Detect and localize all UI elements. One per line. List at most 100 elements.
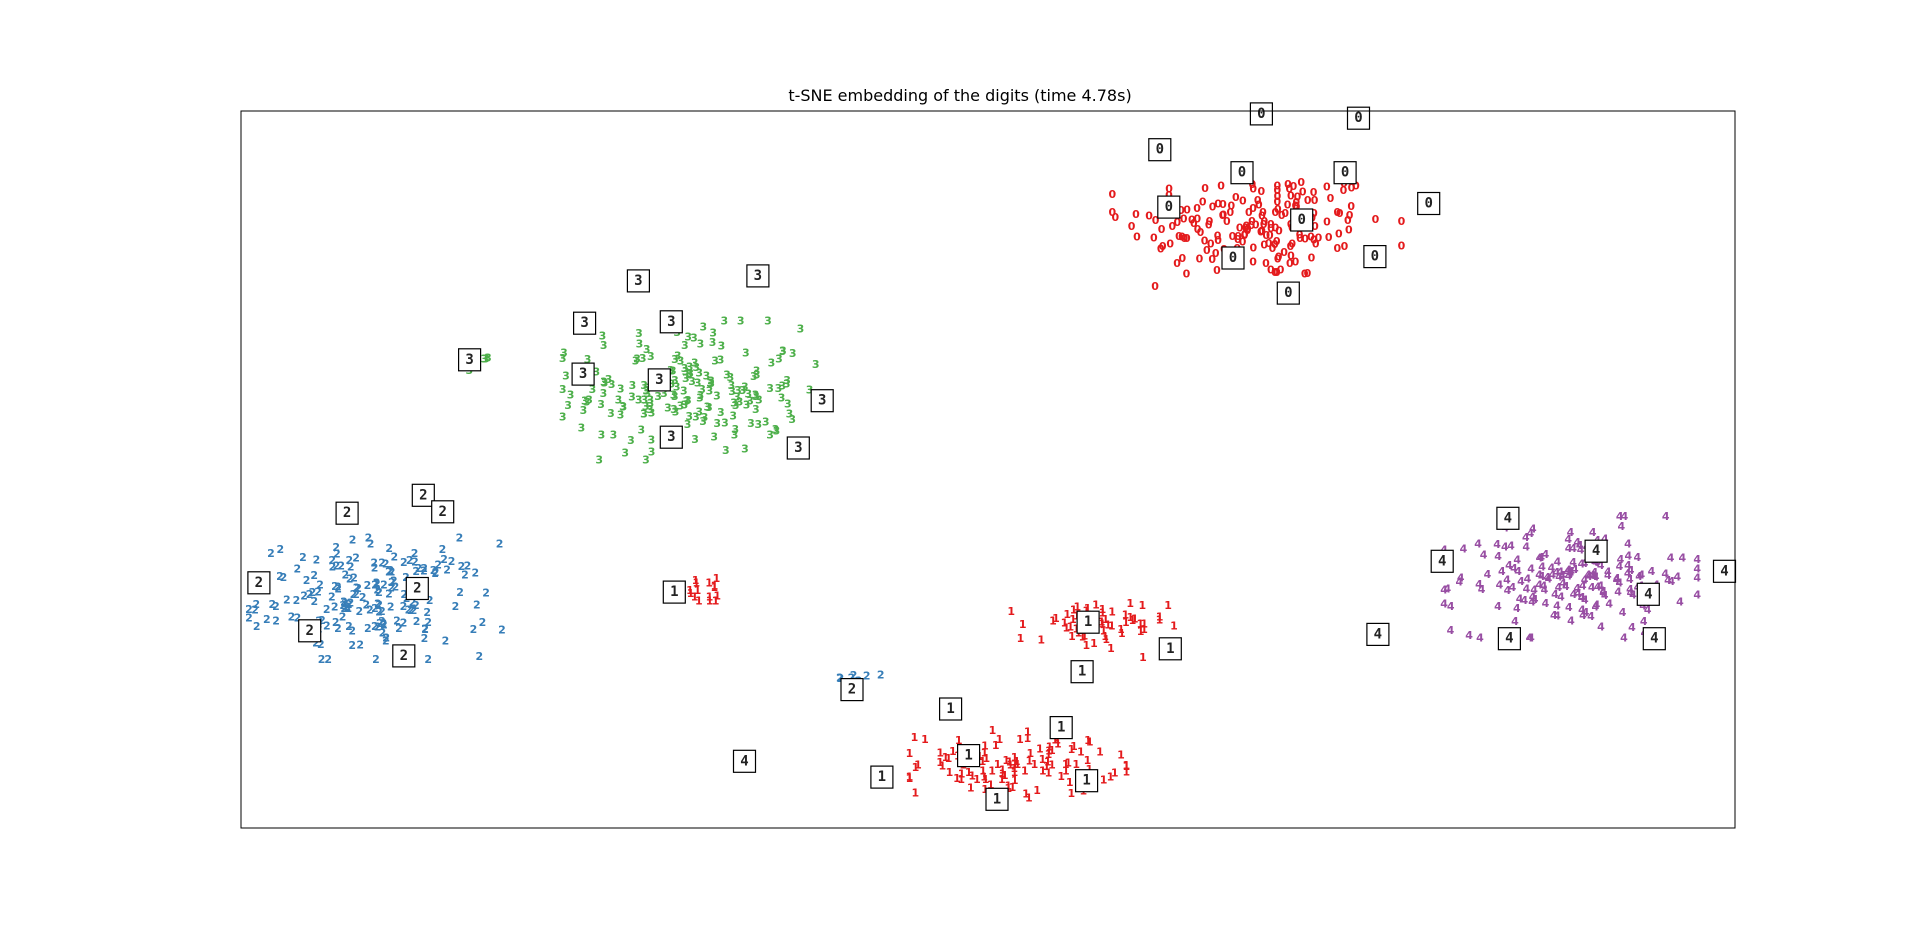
digit-point-2: 2 [387,600,395,613]
digit-point-0: 0 [1183,204,1191,217]
digit-point-1: 1 [1099,603,1107,616]
digit-point-1: 1 [958,767,966,780]
digit-point-3: 3 [648,433,656,446]
thumbnail-frame [732,749,757,773]
digit-point-0: 0 [1217,179,1225,192]
digit-point-0: 0 [1333,242,1341,255]
digit-point-2: 2 [347,597,355,610]
digit-point-2: 2 [432,566,440,579]
digit-point-2: 2 [440,553,448,566]
digit-point-0: 0 [1292,256,1300,269]
digit-point-4: 4 [1556,566,1564,579]
digit-point-4: 4 [1584,568,1592,581]
digit-point-2: 2 [341,569,349,582]
digit-point-2: 2 [263,613,271,626]
digit-point-0: 0 [1245,206,1253,219]
digit-point-0: 0 [1294,190,1302,203]
digit-point-4: 4 [1511,615,1519,628]
digit-point-0: 0 [1180,213,1188,226]
digit-point-0: 0 [1214,234,1222,247]
digit-point-1: 1 [1156,614,1164,627]
digit-point-1: 1 [1026,747,1034,760]
digit-point-0: 0 [1335,227,1343,240]
digit-point-1: 1 [1006,756,1014,769]
digit-thumbnail-2: 2 [431,500,455,524]
thumbnail-digit-image: 2 [419,487,427,503]
digit-point-2: 2 [343,600,351,613]
digit-point-1: 1 [1014,758,1022,771]
digit-point-3: 3 [632,354,640,367]
digit-point-2: 2 [310,595,318,608]
digit-point-1: 1 [1051,734,1059,747]
digit-point-2: 2 [385,566,393,579]
digit-point-2: 2 [400,588,408,601]
digit-point-2: 2 [380,579,388,592]
digit-point-3: 3 [584,353,592,366]
digit-point-2: 2 [387,582,395,595]
digit-point-0: 0 [1242,222,1250,235]
digit-point-4: 4 [1578,557,1586,570]
digit-point-3: 3 [619,400,627,413]
digit-point-3: 3 [608,378,616,391]
digit-point-2: 2 [378,556,386,569]
digit-point-2: 2 [442,634,450,647]
digit-point-1: 1 [1045,748,1053,761]
digit-point-3: 3 [710,431,718,444]
digit-point-1: 1 [1048,758,1056,771]
digit-point-4: 4 [1578,591,1586,604]
digit-point-4: 4 [1639,600,1647,613]
digit-point-4: 4 [1527,527,1535,540]
digit-point-3: 3 [640,379,648,392]
digit-point-4: 4 [1588,581,1596,594]
digit-point-4: 4 [1527,631,1535,644]
digit-point-3: 3 [674,350,682,363]
digit-point-3: 3 [789,347,797,360]
thumbnail-frame [647,368,671,392]
digit-point-2: 2 [334,622,342,635]
digit-point-1: 1 [1017,632,1025,645]
digit-point-4: 4 [1640,615,1648,628]
digit-point-4: 4 [1599,586,1607,599]
digit-point-2: 2 [385,587,393,600]
digit-point-1: 1 [1070,740,1078,753]
digit-point-2: 2 [299,551,307,564]
digit-thumbnail-3: 3 [746,264,770,288]
digit-point-2: 2 [375,598,383,611]
digit-point-1: 1 [695,595,703,608]
digit-point-0: 0 [1206,215,1214,228]
digit-point-0: 0 [1274,203,1282,216]
digit-point-4: 4 [1562,580,1570,593]
digit-point-0: 0 [1285,183,1293,196]
digit-point-0: 0 [1311,220,1319,233]
digit-point-4: 4 [1542,548,1550,561]
digit-point-2: 2 [877,668,885,681]
digit-point-2: 2 [421,632,429,645]
digit-point-3: 3 [783,378,791,391]
digit-point-4: 4 [1460,543,1468,556]
digit-point-3: 3 [692,411,700,424]
digit-point-3: 3 [597,398,605,411]
digit-point-2: 2 [496,537,504,550]
digit-point-0: 0 [1266,229,1274,242]
digit-point-1: 1 [1100,773,1108,786]
digit-point-4: 4 [1455,575,1463,588]
digit-point-4: 4 [1522,531,1530,544]
digit-point-4: 4 [1447,600,1455,613]
digit-point-1: 1 [1011,758,1019,771]
thumbnail-digit-image: 1 [1082,773,1090,789]
thumbnail-digit-image: 2 [400,648,408,664]
thumbnail-digit-image: 4 [740,753,748,769]
digit-point-3: 3 [743,398,751,411]
digit-point-2: 2 [452,600,460,613]
digit-point-4: 4 [1524,572,1532,585]
digit-point-4: 4 [1616,510,1624,523]
digit-point-0: 0 [1193,202,1201,215]
digit-point-0: 0 [1267,218,1275,231]
digit-point-3: 3 [629,379,637,392]
digit-point-1: 1 [1122,609,1130,622]
digit-point-0: 0 [1199,196,1207,209]
digit-point-2: 2 [333,548,341,561]
digit-point-4: 4 [1587,610,1595,623]
digit-thumbnail-3: 3 [572,311,597,335]
digit-point-3: 3 [784,397,792,410]
